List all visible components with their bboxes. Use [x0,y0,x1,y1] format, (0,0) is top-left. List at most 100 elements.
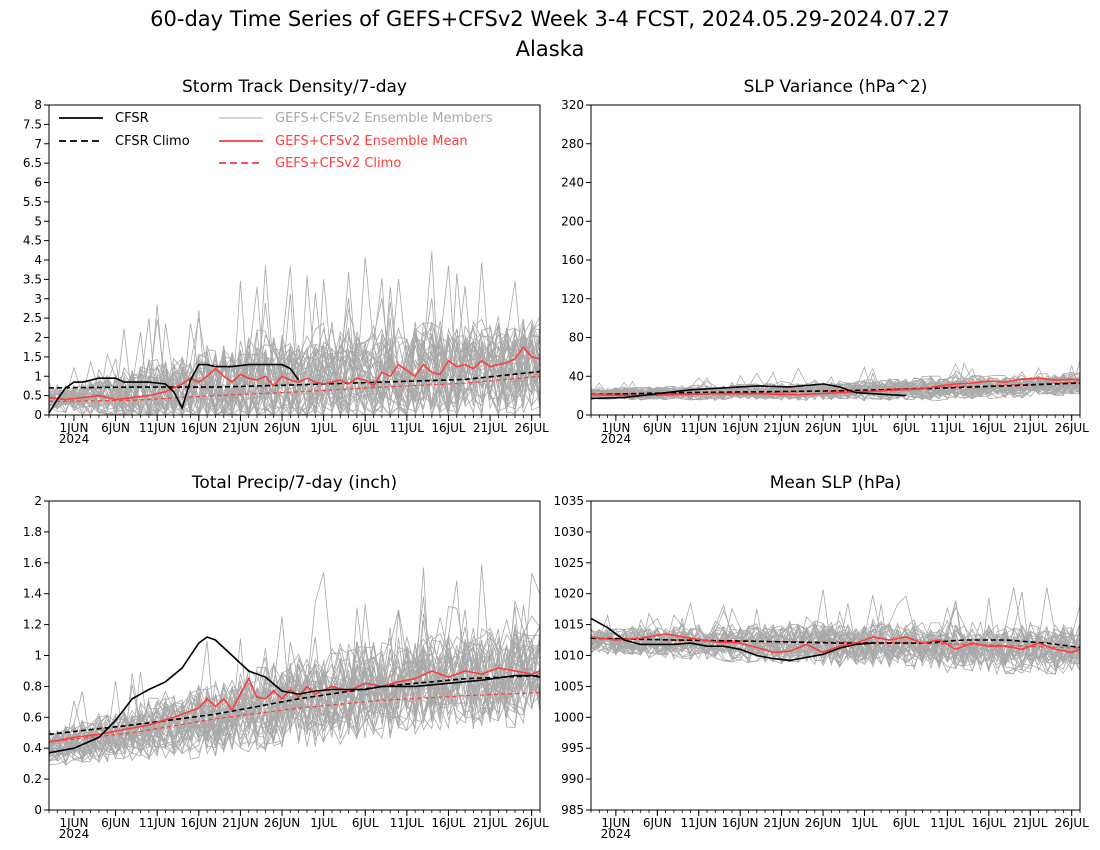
x-tick-label: 16JUL [431,816,466,830]
x-tick-label: 16JUL [972,421,1007,435]
y-tick-label: 1.4 [23,587,42,601]
y-tick-label: 200 [561,214,584,228]
series-cfsr [590,383,906,400]
legend-label: CFSR [115,111,149,126]
member-line [49,323,540,415]
x-tick-label: 26JUL [515,816,550,830]
series-cfsr-climo [48,370,541,389]
legend: CFSR CFSR Climo GEFS+CFSv2 Ensemble Member… [59,111,493,171]
x-tick-label: 11JUN [680,816,717,830]
plot-frame [590,104,1081,416]
y-tick-label: 120 [561,292,584,306]
x-tick-label: 21JUN [763,421,800,435]
y-tick-label: 1005 [553,679,584,693]
x-tick-label: 16JUN [181,421,218,435]
member-line [591,604,1080,676]
member-line [49,293,540,415]
legend-label: GEFS+CFSv2 Climo [275,156,401,171]
chart-panel-3: Total Precip/7-day (inch)00.20.40.60.811… [23,473,549,841]
x-tick-label: 6JUN [101,421,130,435]
ensemble-members [49,251,540,415]
series-ens-mean [590,377,1081,397]
member-line [591,377,1080,400]
member-line [591,380,1080,401]
x-tick-label: 21JUL [1013,421,1048,435]
x-tick-label: 11JUL [930,816,965,830]
x-tick-label: 1JUL [851,421,878,435]
series-ens-mean [48,667,541,743]
x-year-label: 2024 [601,827,632,841]
y-tick-label: 6.5 [23,156,42,170]
y-tick-label: 5 [34,214,42,228]
y-tick-label: 3 [34,292,42,306]
y-tick-label: 0.8 [23,679,42,693]
y-tick-label: 2 [34,494,42,508]
series-ens-climo [48,375,541,402]
y-tick-label: 1025 [553,556,584,570]
member-line [49,628,540,753]
x-tick-label: 16JUN [181,816,218,830]
y-tick-label: 0 [34,803,42,817]
x-tick-label: 1JUN [601,421,630,435]
ensemble-members [49,564,540,767]
y-tick-label: 7.5 [23,117,42,131]
member-line [591,633,1080,676]
x-tick-label: 6JUL [352,816,379,830]
x-year-label: 2024 [601,432,632,446]
x-tick-label: 6JUN [101,816,130,830]
x-tick-label: 6JUL [893,816,920,830]
y-tick-label: 1 [34,369,42,383]
y-tick-label: 2.5 [23,311,42,325]
x-tick-label: 1JUL [310,816,337,830]
y-tick-label: 240 [561,176,584,190]
y-tick-label: 0 [576,408,584,422]
y-tick-label: 280 [561,137,584,151]
chart-title: Total Precip/7-day (inch) [191,473,397,493]
y-tick-label: 0 [34,408,42,422]
y-tick-label: 4.5 [23,234,42,248]
x-tick-label: 21JUL [473,421,508,435]
chart-title: Mean SLP (hPa) [770,473,902,493]
x-tick-label: 11JUL [930,421,965,435]
x-tick-label: 21JUL [473,816,508,830]
x-tick-label: 26JUN [264,421,301,435]
x-tick-label: 21JUN [222,421,259,435]
y-tick-label: 1.2 [23,618,42,632]
y-tick-label: 80 [569,331,584,345]
x-tick-label: 21JUN [763,816,800,830]
y-tick-label: 1015 [553,618,584,632]
member-line [591,624,1080,661]
y-tick-label: 1030 [553,525,584,539]
chart-title: SLP Variance (hPa^2) [744,77,928,97]
member-line [49,606,540,761]
member-line [49,643,540,761]
y-tick-label: 995 [561,741,584,755]
series-ens-mean [48,345,541,401]
x-year-label: 2024 [59,432,90,446]
member-line [49,271,540,415]
series-cfsr-climo [590,382,1081,396]
x-tick-label: 11JUN [680,421,717,435]
y-tick-label: 985 [561,803,584,817]
y-tick-label: 1010 [553,649,584,663]
y-tick-label: 1.6 [23,556,42,570]
series-cfsr-climo [48,674,541,736]
figure-title: 60-day Time Series of GEFS+CFSv2 Week 3-… [150,7,950,31]
y-tick-label: 1035 [553,494,584,508]
y-tick-label: 1.8 [23,525,42,539]
x-tick-label: 1JUL [851,816,878,830]
x-year-label: 2024 [59,827,90,841]
figure-subtitle: Alaska [515,37,585,61]
member-line [49,641,540,764]
y-tick-label: 0.5 [23,389,42,403]
x-tick-label: 26JUN [805,421,842,435]
x-tick-label: 1JUN [59,421,88,435]
x-tick-label: 16JUN [722,816,759,830]
x-tick-label: 11JUL [390,421,425,435]
y-tick-label: 7 [34,137,42,151]
x-tick-label: 6JUL [893,421,920,435]
y-tick-label: 40 [569,369,584,383]
x-tick-label: 1JUN [601,816,630,830]
series-ens-mean [590,633,1081,654]
